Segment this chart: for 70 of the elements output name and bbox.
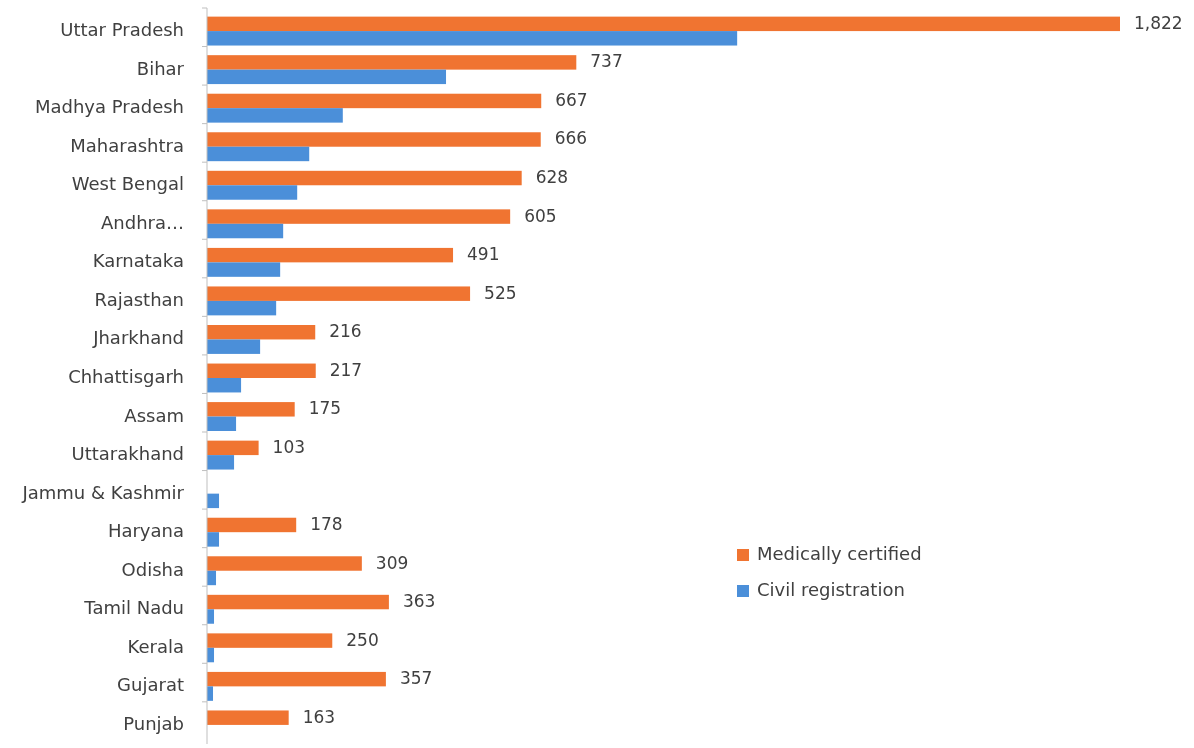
bar [207, 710, 289, 725]
bar [207, 378, 242, 393]
data-label: 737 [590, 51, 623, 72]
data-label: 491 [467, 244, 500, 265]
bar [207, 69, 447, 85]
y-tick-label: Chhattisgarh [68, 366, 184, 387]
data-label: 525 [484, 282, 517, 303]
bar [207, 416, 237, 431]
y-tick-label: Haryana [107, 520, 184, 542]
bar [207, 170, 522, 186]
y-tick-label: Karnataka [92, 250, 184, 272]
data-label: 250 [346, 629, 379, 650]
bar [207, 517, 297, 533]
bar [207, 671, 386, 687]
bar [207, 55, 577, 70]
y-tick-label: Odisha [121, 558, 184, 580]
bar [207, 93, 542, 109]
bar [207, 108, 343, 123]
data-label: 628 [535, 167, 569, 188]
bar [207, 633, 333, 648]
bar [207, 185, 298, 200]
bar [207, 209, 511, 224]
y-tick-label: West Bengal [71, 173, 184, 195]
y-tick-label: Bihar [136, 57, 185, 79]
y-tick-label: Kerala [127, 635, 184, 657]
bar [207, 594, 389, 610]
y-tick-label: Tamil Nadu [83, 597, 184, 619]
y-tick-label: Jharkhand [92, 327, 184, 349]
bar [207, 247, 454, 263]
bar [207, 402, 295, 417]
bar [207, 132, 541, 147]
data-label: 103 [272, 436, 306, 457]
bar [207, 440, 259, 456]
bar [207, 325, 316, 340]
legend-label: Civil registration [757, 579, 905, 600]
data-label: 178 [310, 513, 343, 534]
bar [207, 455, 235, 470]
bar [207, 262, 281, 277]
bar [207, 146, 310, 162]
bar [207, 363, 316, 378]
y-tick-label: Uttar Pradesh [60, 19, 184, 41]
data-label: 363 [402, 591, 436, 612]
bar [207, 286, 471, 301]
data-label: 667 [555, 89, 588, 110]
data-label: 216 [329, 321, 362, 342]
data-label: 605 [524, 205, 557, 226]
y-tick-label: Jammu & Kashmir [21, 481, 185, 503]
bar [207, 556, 362, 571]
data-label: 666 [554, 128, 588, 149]
bar [207, 339, 261, 354]
bar [207, 223, 284, 239]
data-label: 163 [302, 706, 336, 727]
y-tick-label: Madhya Pradesh [34, 96, 184, 118]
data-label: 175 [308, 398, 342, 419]
data-label: 217 [329, 359, 363, 380]
y-tick-label: Punjab [123, 712, 184, 734]
y-tick-label: Uttarakhand [71, 443, 184, 465]
y-tick-label: Gujarat [117, 674, 184, 696]
data-label: 1,822 [1134, 12, 1183, 33]
bar [207, 532, 220, 547]
y-tick-label: Assam [124, 404, 184, 426]
y-tick-label: Maharashtra [70, 134, 184, 156]
bar [207, 16, 1120, 32]
data-label: 309 [375, 552, 409, 573]
y-tick-label: Andhra… [101, 211, 184, 233]
bar [207, 300, 277, 316]
bar [207, 31, 738, 46]
legend-label: Medically certified [757, 543, 922, 564]
y-tick-label: Rajasthan [94, 288, 184, 310]
data-label: 357 [399, 668, 433, 689]
